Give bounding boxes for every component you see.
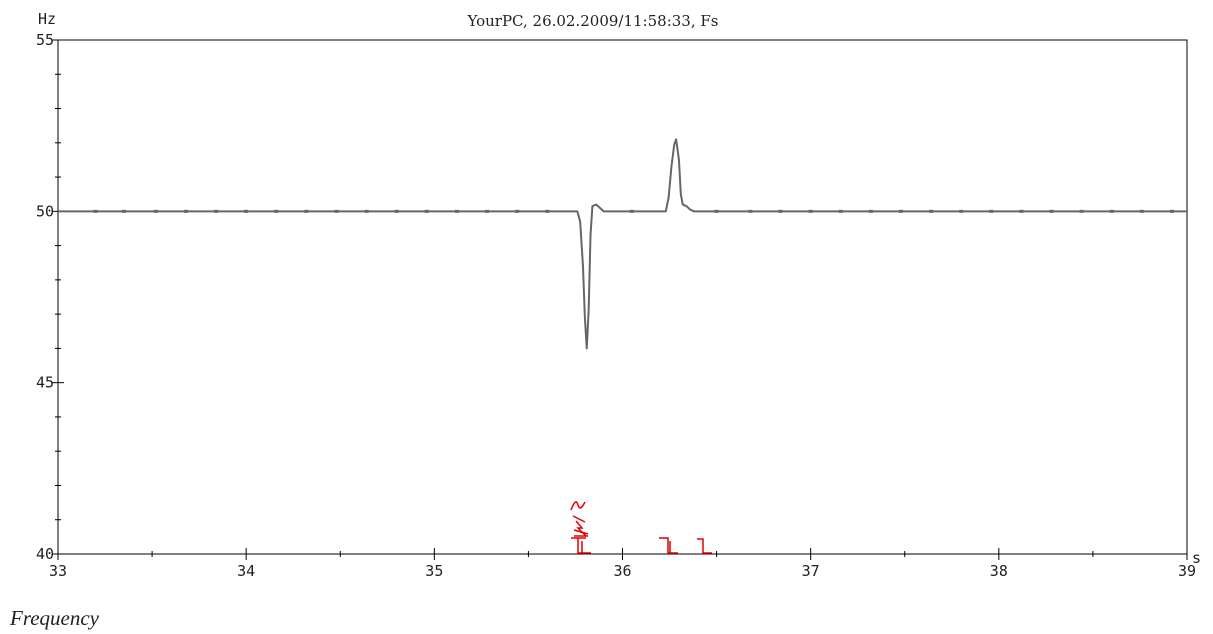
event-markers [570, 501, 712, 554]
x-tick-label: 39 [1178, 562, 1196, 580]
x-tick-label: 37 [802, 562, 820, 580]
event-wave-symbol [570, 501, 589, 537]
x-axis-label: s [1192, 549, 1201, 567]
y-tick-label: 55 [36, 31, 54, 49]
y-axis-label: Hz [38, 10, 56, 28]
plot-frame [57, 39, 1188, 555]
x-tick-label: 35 [425, 562, 443, 580]
y-tick-label: 50 [36, 202, 54, 220]
x-tick-label: 33 [49, 562, 67, 580]
chart-title: YourPC, 26.02.2009/11:58:33, Fs [467, 12, 719, 30]
axes: 40 45 50 55 33 34 35 36 37 38 39 [36, 31, 1196, 580]
frequency-series-line [58, 138, 1187, 350]
y-tick-label: 40 [36, 545, 54, 563]
y-tick-label: 45 [36, 374, 54, 392]
event-step-3 [697, 538, 712, 554]
x-tick-label: 38 [990, 562, 1008, 580]
event-step-1 [571, 537, 591, 554]
x-tick-label: 34 [237, 562, 255, 580]
x-tick-label: 36 [613, 562, 631, 580]
event-step-2 [659, 537, 678, 554]
chart-caption: Frequency [9, 606, 100, 630]
